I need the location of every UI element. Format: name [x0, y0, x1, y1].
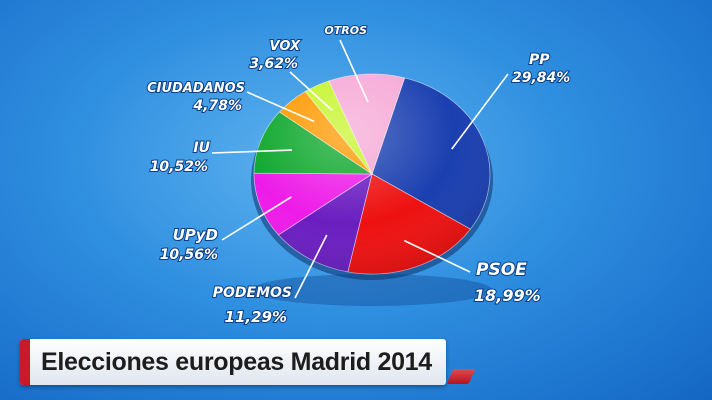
slice-value-vox: 3,62% [249, 56, 298, 72]
leader-line-psoe [403, 239, 471, 273]
slice-label-podemos: PODEMOS [213, 285, 292, 301]
slice-value-iu: 10,52% [150, 159, 208, 175]
slice-value-podemos: 11,29% [225, 308, 287, 326]
slice-value-psoe: 18,99% [474, 286, 541, 305]
pie-shadow [252, 274, 492, 306]
leader-line-ciudadanos [246, 91, 315, 123]
caption-accent [20, 339, 30, 385]
slice-label-otros: OTROS [324, 24, 367, 37]
slice-value-upyd: 10,56% [160, 247, 218, 263]
leader-line-upyd [221, 196, 292, 241]
slice-value-ciudadanos: 4,78% [192, 98, 242, 114]
leader-line-otros [339, 39, 369, 103]
slice-label-psoe: PSOE [476, 260, 527, 280]
slice-label-iu: IU [193, 140, 210, 156]
slice-label-ciudadanos: CIUDADANOS [147, 81, 245, 96]
leader-line-pp [451, 73, 509, 150]
slice-label-upyd: UPyD [173, 226, 218, 244]
leader-line-iu [211, 149, 292, 154]
leader-line-vox [289, 71, 333, 111]
caption-bar: Elecciones europeas Madrid 2014 [20, 339, 446, 385]
slice-value-pp: 29,84% [512, 70, 570, 86]
leader-line-podemos [294, 234, 328, 299]
slice-label-pp: PP [529, 52, 550, 68]
slice-label-vox: VOX [270, 39, 301, 54]
caption-title: Elecciones europeas Madrid 2014 [41, 347, 432, 376]
